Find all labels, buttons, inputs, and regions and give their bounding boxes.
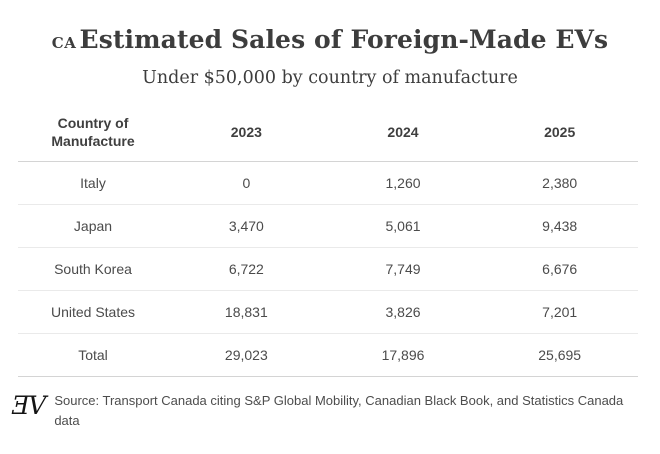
cell-country: Italy bbox=[80, 174, 106, 191]
table-row-united-states: United States 18,831 3,826 7,201 bbox=[18, 291, 638, 334]
cell-value: 1,260 bbox=[385, 174, 421, 191]
cell-value: 17,896 bbox=[381, 346, 425, 363]
cell-value: 6,676 bbox=[542, 260, 578, 277]
cell-value: 2,380 bbox=[542, 174, 578, 191]
cell-country: United States bbox=[50, 303, 136, 320]
column-header-country: Country of Manufacture bbox=[51, 115, 135, 150]
cell-value: 3,826 bbox=[385, 303, 421, 320]
cell-value: 9,438 bbox=[542, 217, 578, 234]
cell-value: 7,201 bbox=[542, 303, 578, 320]
cell-country: South Korea bbox=[54, 260, 132, 277]
page-title: CA Estimated Sales of Foreign-Made EVs bbox=[16, 25, 644, 55]
column-header-2024: 2024 bbox=[387, 124, 419, 141]
page-subtitle: Under $50,000 by country of manufacture bbox=[142, 67, 518, 88]
country-tag: CA bbox=[51, 34, 77, 52]
table-row-total: Total 29,023 17,896 25,695 bbox=[18, 334, 638, 377]
source-note: Source: Transport Canada citing S&P Glob… bbox=[54, 392, 624, 428]
publisher-logo-icon: ƎV bbox=[12, 390, 46, 420]
table-row-south-korea: South Korea 6,722 7,749 6,676 bbox=[18, 248, 638, 291]
cell-value: 6,722 bbox=[228, 260, 264, 277]
cell-value: 3,470 bbox=[228, 217, 264, 234]
cell-value: 25,695 bbox=[538, 346, 582, 363]
cell-country: Total bbox=[78, 346, 108, 363]
table-header-row: Country of Manufacture 2023 2024 2025 bbox=[18, 104, 638, 162]
column-header-2025: 2025 bbox=[544, 124, 576, 141]
table-row-italy: Italy 0 1,260 2,380 bbox=[18, 162, 638, 205]
sales-table: Country of Manufacture 2023 2024 2025 It… bbox=[18, 104, 638, 377]
footer: ƎV Source: Transport Canada citing S&P G… bbox=[12, 391, 642, 431]
cell-value: 18,831 bbox=[224, 303, 268, 320]
column-header-2023: 2023 bbox=[230, 124, 262, 141]
cell-value: 29,023 bbox=[224, 346, 268, 363]
cell-value: 7,749 bbox=[385, 260, 421, 277]
cell-value: 0 bbox=[242, 174, 251, 191]
cell-value: 5,061 bbox=[385, 217, 421, 234]
table-row-japan: Japan 3,470 5,061 9,438 bbox=[18, 205, 638, 248]
title-text: Estimated Sales of Foreign-Made EVs bbox=[79, 25, 609, 54]
cell-country: Japan bbox=[73, 217, 113, 234]
